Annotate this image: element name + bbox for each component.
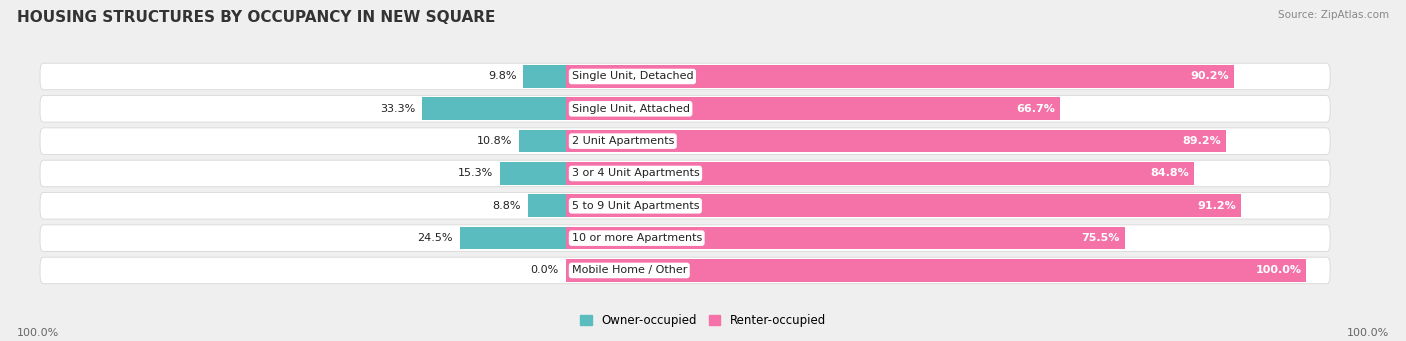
Bar [422, 98, 565, 120]
Text: 10 or more Apartments: 10 or more Apartments [572, 233, 702, 243]
Text: 33.3%: 33.3% [380, 104, 415, 114]
Text: Single Unit, Detached: Single Unit, Detached [572, 72, 693, 81]
Text: 89.2%: 89.2% [1182, 136, 1222, 146]
Text: 0.0%: 0.0% [530, 265, 558, 276]
Bar [523, 65, 565, 88]
Bar [565, 259, 1306, 282]
Text: 8.8%: 8.8% [492, 201, 520, 211]
FancyBboxPatch shape [39, 128, 1330, 154]
Bar [565, 65, 1233, 88]
Bar [565, 194, 1241, 217]
Bar [527, 194, 565, 217]
FancyBboxPatch shape [39, 225, 1330, 251]
Bar [501, 162, 565, 185]
Text: 84.8%: 84.8% [1150, 168, 1189, 178]
FancyBboxPatch shape [39, 193, 1330, 219]
Text: 3 or 4 Unit Apartments: 3 or 4 Unit Apartments [572, 168, 699, 178]
Text: Single Unit, Attached: Single Unit, Attached [572, 104, 689, 114]
Text: 75.5%: 75.5% [1081, 233, 1121, 243]
FancyBboxPatch shape [39, 63, 1330, 90]
FancyBboxPatch shape [39, 95, 1330, 122]
Text: 100.0%: 100.0% [1256, 265, 1302, 276]
Text: 5 to 9 Unit Apartments: 5 to 9 Unit Apartments [572, 201, 699, 211]
Text: 90.2%: 90.2% [1191, 72, 1229, 81]
Text: 24.5%: 24.5% [418, 233, 453, 243]
Bar [565, 98, 1060, 120]
Bar [519, 130, 565, 152]
Text: 10.8%: 10.8% [477, 136, 512, 146]
Text: 100.0%: 100.0% [1347, 328, 1389, 338]
Text: 66.7%: 66.7% [1017, 104, 1054, 114]
Text: Source: ZipAtlas.com: Source: ZipAtlas.com [1278, 10, 1389, 20]
Bar [565, 227, 1125, 249]
FancyBboxPatch shape [39, 160, 1330, 187]
Bar [565, 130, 1226, 152]
Text: 100.0%: 100.0% [17, 328, 59, 338]
Text: 2 Unit Apartments: 2 Unit Apartments [572, 136, 673, 146]
Bar [460, 227, 565, 249]
Text: 9.8%: 9.8% [488, 72, 516, 81]
Legend: Owner-occupied, Renter-occupied: Owner-occupied, Renter-occupied [575, 309, 831, 332]
Bar [565, 162, 1194, 185]
Text: 91.2%: 91.2% [1198, 201, 1236, 211]
Text: 15.3%: 15.3% [457, 168, 492, 178]
FancyBboxPatch shape [39, 257, 1330, 284]
Text: HOUSING STRUCTURES BY OCCUPANCY IN NEW SQUARE: HOUSING STRUCTURES BY OCCUPANCY IN NEW S… [17, 10, 495, 25]
Text: Mobile Home / Other: Mobile Home / Other [572, 265, 688, 276]
